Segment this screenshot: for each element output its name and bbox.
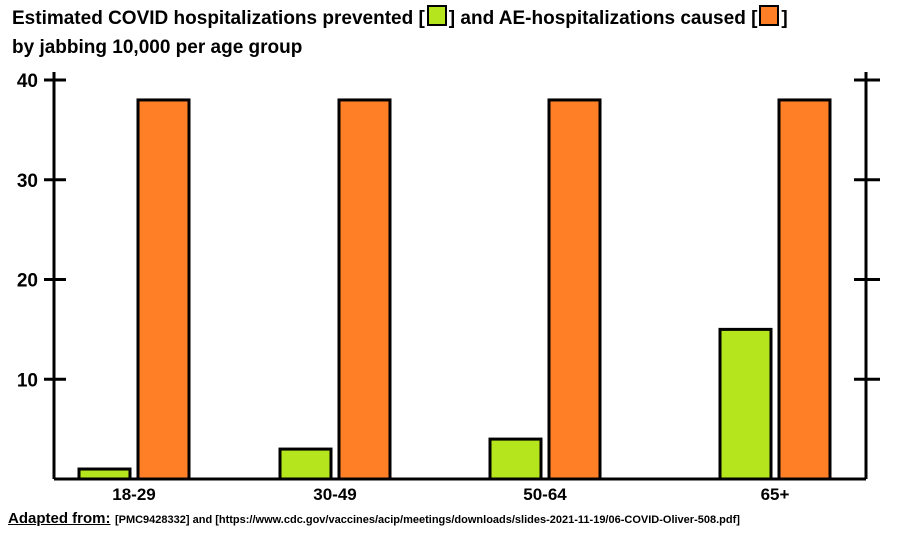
bar-caused-50-64 [547,98,602,481]
title-line2: by jabbing 10,000 per age group [12,37,303,58]
bar-prevented-30-49 [278,447,333,481]
x-tick-label-65+: 65+ [761,485,790,504]
y-tick-label-30: 30 [17,171,38,192]
title-part1: Estimated COVID hospitalizations prevent… [12,8,425,29]
x-tick-label-18-29: 18-29 [112,485,155,504]
chart-title: Estimated COVID hospitalizations prevent… [12,4,892,62]
bar-prevented-65+ [718,327,773,481]
source-note: Adapted from: [PMC9428332] and [https://… [8,510,740,528]
title-part3: ] [781,8,788,29]
y-tick-label-10: 10 [17,370,38,391]
x-tick-label-50-64: 50-64 [523,485,567,504]
bar-caused-30-49 [337,98,392,481]
x-tick-label-30-49: 30-49 [313,485,356,504]
title-part2: ] and AE-hospitalizations caused [ [448,8,758,29]
prevented-swatch [426,5,447,26]
source-text: [PMC9428332] and [https://www.cdc.gov/va… [114,514,740,526]
bar-prevented-50-64 [488,437,543,481]
y-tick-label-40: 40 [17,71,38,92]
y-tick-label-20: 20 [17,271,38,292]
bar-caused-65+ [777,98,832,481]
caused-swatch [759,5,780,26]
source-label: Adapted from: [8,510,111,527]
bar-caused-18-29 [136,98,191,481]
